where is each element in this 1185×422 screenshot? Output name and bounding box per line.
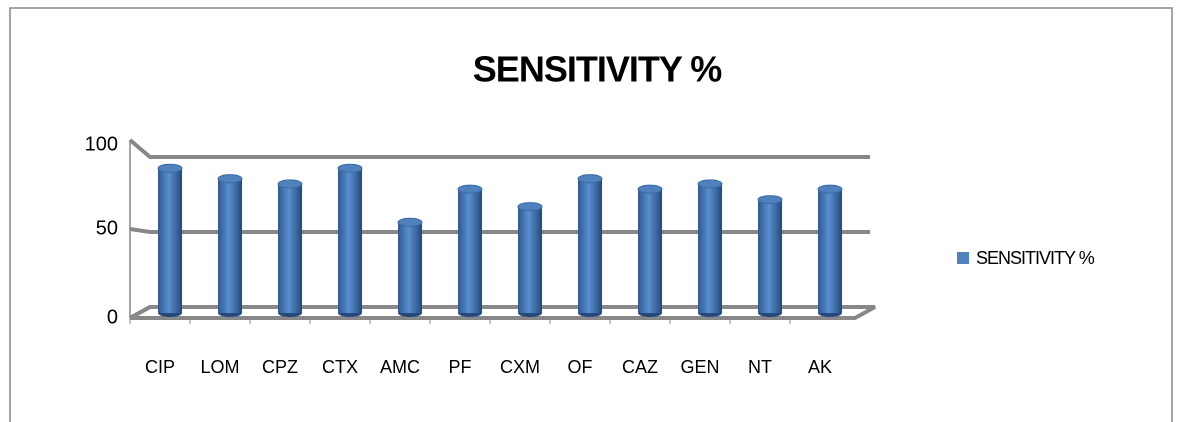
x-tick-label: PF (448, 357, 471, 377)
bar (338, 168, 362, 313)
bar (698, 183, 722, 313)
x-tick-label: NT (748, 357, 772, 377)
bar-top (157, 163, 183, 173)
bar-top (277, 179, 303, 189)
chart-title: SENSITIVITY % (473, 49, 722, 90)
bar (818, 189, 842, 313)
x-tick-label: LOM (200, 357, 239, 377)
grid-line (129, 305, 870, 320)
x-tick-label: AK (808, 357, 832, 377)
bar-top (637, 184, 663, 194)
x-tick-label: CXM (500, 357, 540, 377)
legend-label: SENSITIVITY % (976, 248, 1095, 268)
x-tick-label: GEN (680, 357, 719, 377)
bar-top (337, 163, 363, 173)
bar (758, 199, 782, 313)
x-tick-label: AMC (380, 357, 420, 377)
x-tick-label: OF (568, 357, 593, 377)
bar (638, 189, 662, 313)
bar (218, 178, 242, 313)
legend-swatch (957, 252, 969, 264)
plot-area: 0 50 100 CIP LOM CPZ CTX AMC PF CXM OF CAZ GEN NT AK (85, 133, 876, 377)
x-tick-label: CTX (322, 357, 358, 377)
bar-top (817, 184, 843, 194)
grid-line (128, 138, 870, 159)
bar (158, 168, 182, 313)
bar (458, 189, 482, 313)
bar (578, 178, 602, 313)
bar-top (757, 195, 783, 205)
bar (518, 206, 542, 313)
bar-top (517, 202, 543, 212)
grid-line (129, 227, 870, 234)
y-tick-label: 0 (107, 306, 118, 328)
bar-top (457, 184, 483, 194)
y-tick-label: 100 (85, 133, 118, 155)
y-tick-label: 50 (96, 217, 118, 239)
bar (278, 183, 302, 313)
x-tick-label: CIP (145, 357, 175, 377)
bar-top (397, 217, 423, 227)
x-tick-label: CAZ (622, 357, 658, 377)
bar-top (697, 179, 723, 189)
x-tick-label: CPZ (262, 357, 298, 377)
bar-top (577, 174, 603, 184)
bar (398, 222, 422, 313)
bar-top (217, 174, 243, 184)
